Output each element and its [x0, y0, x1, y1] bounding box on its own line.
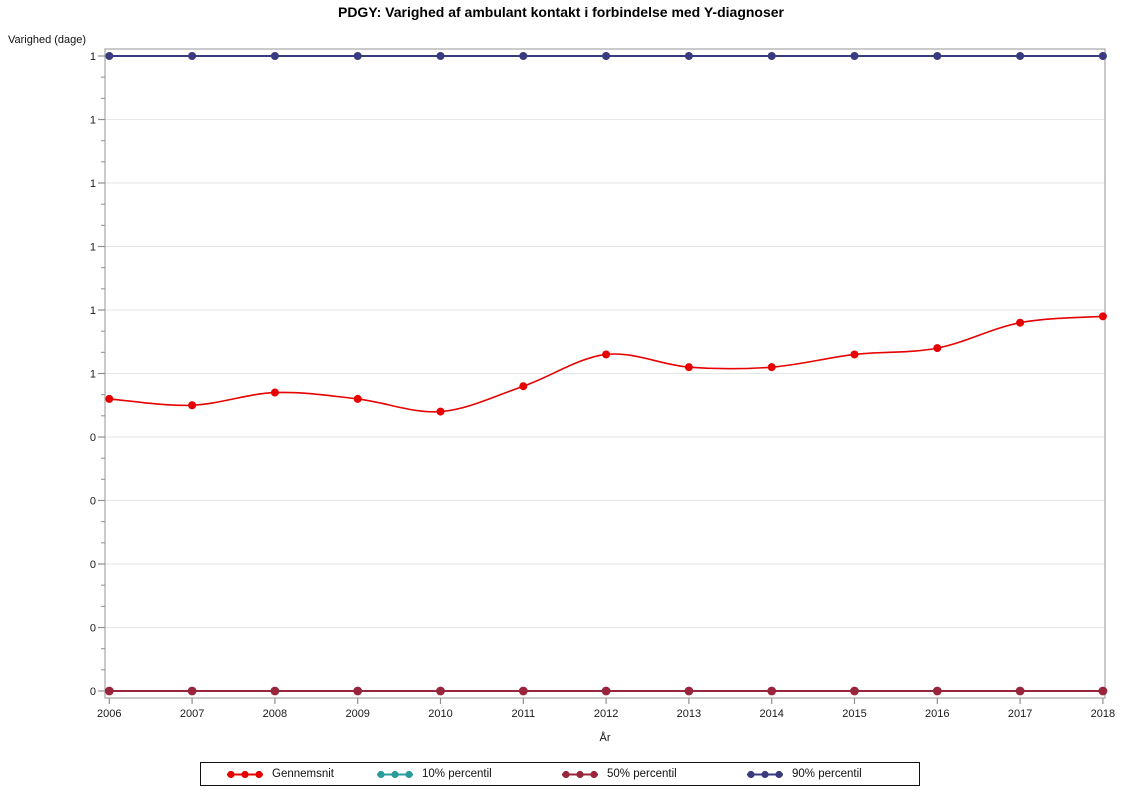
- data-point-marker: [436, 686, 445, 696]
- data-point-marker: [1016, 318, 1025, 327]
- data-point-marker: [850, 350, 859, 359]
- y-tick-label: 1: [90, 115, 96, 127]
- x-axis-title: År: [599, 732, 611, 744]
- x-axis: 2006 2007 2008 2009 2010 2011 2012 2013 2014 2015…: [97, 698, 1115, 720]
- legend-line-marker-icon: [562, 770, 598, 778]
- legend-entry-50-percentil: 50% percentil: [560, 763, 677, 785]
- data-point-marker: [187, 686, 197, 696]
- gridlines: [105, 55, 1105, 692]
- data-point-marker: [270, 52, 279, 60]
- data-point-marker: [519, 52, 528, 60]
- data-point-marker: [105, 394, 114, 403]
- data-point-marker: [767, 686, 777, 696]
- data-point-marker: [933, 52, 942, 60]
- data-point-marker: [850, 52, 859, 60]
- y-tick-label: 0: [90, 496, 96, 508]
- legend-entry-10-percentil: 10% percentil: [375, 763, 492, 785]
- y-tick-label: 1: [90, 178, 96, 190]
- y-axis: 1 1 1 1 1 1 0 0 0 0 0: [90, 51, 105, 698]
- data-point-marker: [519, 382, 528, 391]
- x-tick-label: 2010: [428, 708, 452, 720]
- x-tick-label: 2011: [511, 708, 535, 720]
- legend-label: Gennemsnit: [272, 768, 335, 780]
- data-point-marker: [270, 388, 279, 397]
- legend-label: 10% percentil: [422, 768, 492, 780]
- data-point-marker: [1098, 686, 1108, 696]
- y-tick-label: 1: [90, 369, 96, 381]
- x-tick-label: 2017: [1008, 708, 1032, 720]
- data-point-marker: [188, 52, 197, 60]
- series-90-percentil: [105, 52, 1107, 60]
- x-tick-label: 2015: [842, 708, 866, 720]
- x-tick-label: 2012: [594, 708, 618, 720]
- data-point-marker: [518, 686, 528, 696]
- legend-label: 90% percentil: [792, 768, 862, 780]
- data-point-marker: [602, 350, 611, 359]
- x-tick-label: 2007: [180, 708, 204, 720]
- data-point-marker: [1098, 52, 1107, 60]
- legend-line-marker-icon: [227, 770, 263, 778]
- y-tick-label: 1: [90, 51, 96, 63]
- y-tick-label: 1: [90, 242, 96, 254]
- data-point-marker: [850, 686, 859, 696]
- legend-line-marker-icon: [377, 770, 413, 778]
- legend-label: 50% percentil: [607, 768, 677, 780]
- x-tick-label: 2016: [925, 708, 949, 720]
- legend: Gennemsnit 10% percentil 50% percentil 90% …: [200, 762, 920, 786]
- data-point-marker: [767, 363, 776, 372]
- data-point-marker: [353, 394, 362, 403]
- legend-line-marker-icon: [747, 770, 783, 778]
- data-point-marker: [270, 686, 280, 696]
- data-point-marker: [436, 52, 445, 60]
- y-tick-label: 0: [90, 623, 96, 635]
- data-point-marker: [188, 401, 197, 410]
- data-point-marker: [104, 686, 114, 696]
- x-tick-label: 2008: [263, 708, 287, 720]
- y-tick-label: 1: [90, 305, 96, 317]
- series-50-percentil: [104, 686, 1108, 696]
- y-axis-title: Varighed (dage): [8, 34, 87, 46]
- x-tick-label: 2018: [1091, 708, 1115, 720]
- x-tick-label: 2009: [345, 708, 369, 720]
- y-tick-label: 0: [90, 686, 96, 698]
- data-point-marker: [105, 52, 114, 60]
- legend-entry-90-percentil: 90% percentil: [745, 763, 862, 785]
- x-tick-label: 2013: [677, 708, 701, 720]
- y-tick-label: 0: [90, 559, 96, 571]
- x-tick-label: 2014: [759, 708, 783, 720]
- data-point-marker: [1098, 312, 1107, 321]
- data-point-marker: [932, 686, 942, 696]
- x-tick-label: 2006: [97, 708, 121, 720]
- data-point-marker: [684, 52, 693, 60]
- series-gennemsnit: [105, 312, 1107, 416]
- data-point-marker: [933, 344, 942, 353]
- data-point-marker: [1015, 686, 1025, 696]
- data-point-marker: [436, 407, 445, 416]
- data-point-marker: [684, 363, 693, 372]
- data-point-marker: [1016, 52, 1025, 60]
- data-point-marker: [353, 52, 362, 60]
- y-tick-label: 0: [90, 432, 96, 444]
- data-point-marker: [353, 686, 363, 696]
- legend-entry-gennemsnit: Gennemsnit: [225, 763, 334, 785]
- data-point-marker: [767, 52, 776, 60]
- data-point-marker: [601, 686, 611, 696]
- chart-title: PDGY: Varighed af ambulant kontakt i for…: [337, 4, 785, 20]
- data-point-marker: [602, 52, 611, 60]
- data-point-marker: [684, 686, 694, 696]
